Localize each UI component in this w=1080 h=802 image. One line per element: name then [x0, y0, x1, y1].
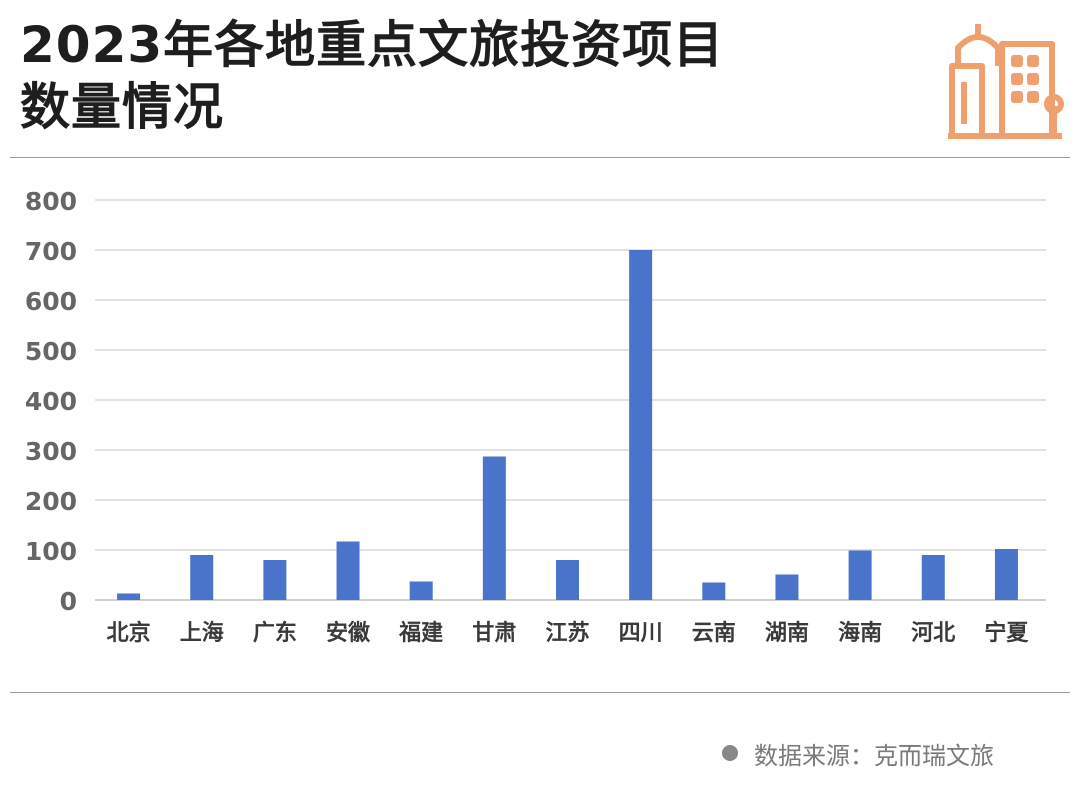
bar — [921, 555, 945, 600]
header-divider — [10, 157, 1070, 158]
x-tick-label: 福建 — [398, 621, 443, 646]
x-tick-label: 北京 — [107, 620, 151, 646]
bar — [409, 581, 433, 600]
y-tick-label: 400 — [25, 387, 77, 416]
y-tick-label: 800 — [25, 187, 77, 216]
bullet-dot-icon — [722, 745, 738, 761]
bar — [994, 549, 1018, 600]
bar — [117, 593, 141, 600]
chart-title: 2023年各地重点文旅投资项目 数量情况 — [20, 14, 724, 138]
y-tick-label: 0 — [60, 587, 77, 616]
data-source: 数据来源：克而瑞文旅 — [722, 735, 994, 771]
x-tick-label: 上海 — [180, 620, 224, 646]
y-tick-label: 600 — [25, 287, 77, 316]
bar — [775, 574, 799, 600]
bar — [848, 550, 872, 600]
bar — [190, 555, 214, 600]
x-tick-label: 安徽 — [326, 620, 371, 646]
x-tick-label: 海南 — [838, 620, 882, 646]
x-tick-label: 甘肃 — [472, 620, 516, 646]
y-tick-label: 500 — [25, 337, 77, 366]
chart-title-line-1: 2023年各地重点文旅投资项目 — [20, 16, 725, 74]
x-tick-label: 江苏 — [545, 620, 589, 646]
bar-chart: 0 100 200 300 400 500 600 700 800 北京 上海 广东 安徽 福建 甘肃 江苏 四… — [25, 187, 1046, 646]
bar — [263, 560, 287, 600]
x-tick-label: 广东 — [253, 620, 297, 646]
bar — [482, 456, 506, 600]
x-tick-label: 云南 — [692, 621, 736, 646]
city-buildings-icon — [948, 24, 1064, 139]
x-tick-label: 河北 — [911, 621, 955, 646]
x-tick-label: 宁夏 — [984, 620, 1029, 646]
bar — [556, 560, 579, 600]
x-tick-label: 四川 — [619, 621, 663, 646]
x-tick-label: 湖南 — [765, 621, 809, 646]
footer-divider — [10, 692, 1070, 693]
chart-title-line-2: 数量情况 — [20, 78, 224, 136]
y-tick-label: 100 — [25, 537, 77, 566]
y-tick-label: 300 — [25, 437, 77, 466]
bar — [629, 250, 653, 600]
data-source-text: 数据来源：克而瑞文旅 — [754, 741, 994, 770]
y-tick-label: 200 — [25, 487, 77, 516]
bar — [336, 541, 360, 600]
bar — [702, 582, 726, 600]
y-tick-label: 700 — [25, 237, 77, 266]
